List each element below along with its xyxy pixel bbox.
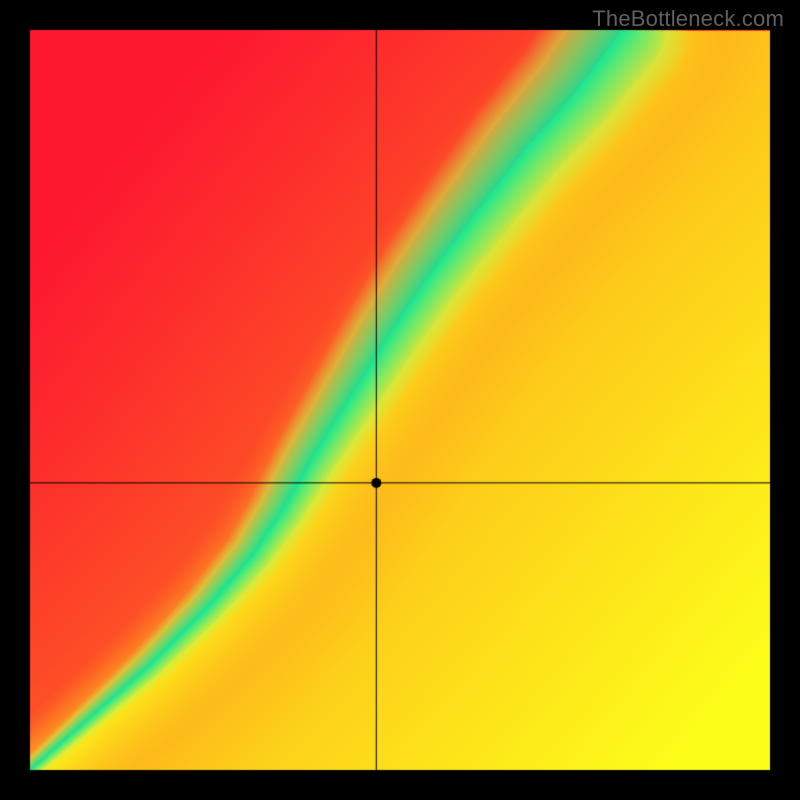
watermark-text: TheBottleneck.com bbox=[592, 6, 784, 32]
heatmap-canvas bbox=[0, 0, 800, 800]
chart-container: TheBottleneck.com bbox=[0, 0, 800, 800]
